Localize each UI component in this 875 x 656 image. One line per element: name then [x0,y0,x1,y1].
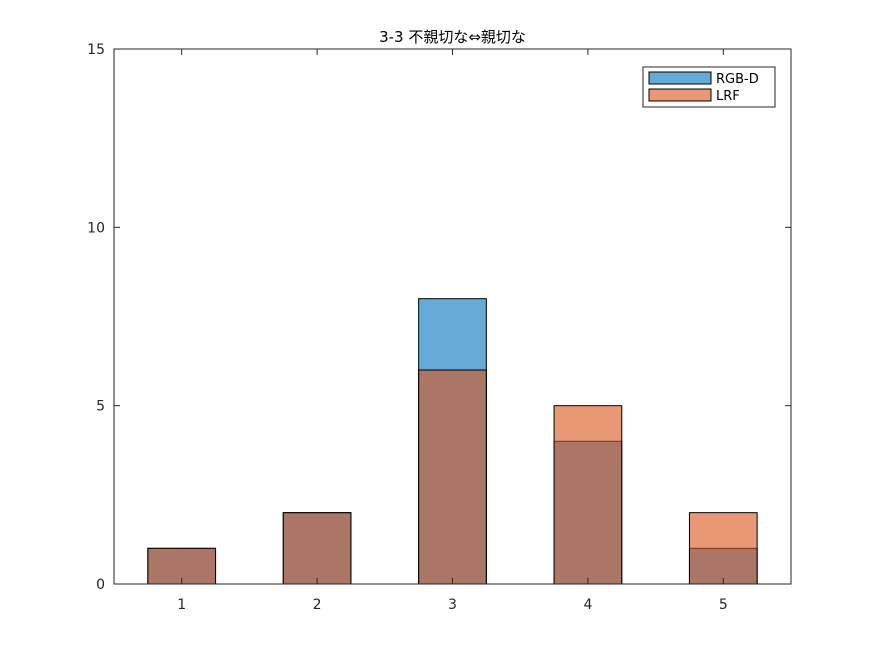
y-tick-label: 5 [96,399,105,415]
x-tick-label: 2 [313,597,322,613]
y-tick-label: 0 [96,577,105,593]
legend-label-lrf: LRF [716,89,740,104]
y-tick-label: 15 [87,42,105,58]
legend: RGB-D LRF [642,66,776,108]
bar-lrf-2 [282,512,352,585]
legend-swatch-rgb-d [648,71,712,85]
x-tick-label: 1 [177,597,186,613]
chart-title: 3-3 不親切な⇔親切な [379,28,526,46]
bar-lrf-3 [418,369,487,585]
legend-label-rgb-d: RGB-D [716,72,759,87]
bar-lrf-4 [553,405,623,585]
x-tick-label: 5 [719,597,728,613]
bar-lrf-5 [688,512,758,585]
y-tick-label: 10 [87,220,105,236]
bars-group [147,298,758,585]
x-tick-label: 3 [448,597,457,613]
ticks-group: 1 2 3 4 5 0 5 10 15 [87,42,791,613]
x-tick-label: 4 [583,597,592,613]
legend-swatch-lrf [648,88,712,102]
